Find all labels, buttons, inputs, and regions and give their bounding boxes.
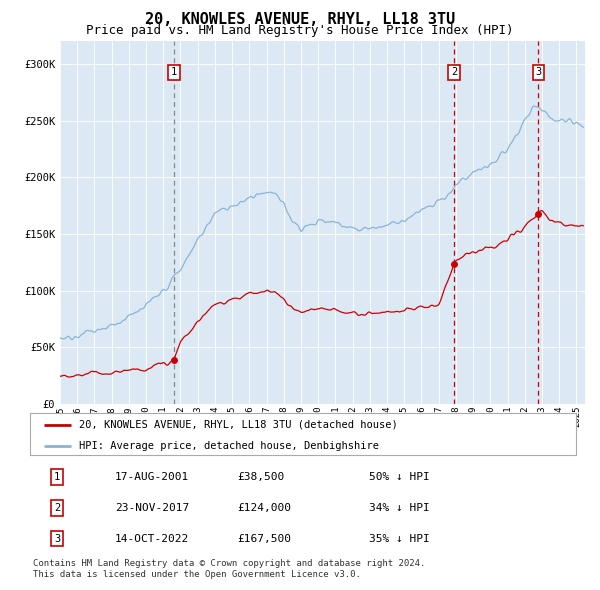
Text: 50% ↓ HPI: 50% ↓ HPI [368,473,429,483]
Text: 1: 1 [171,67,177,77]
Text: £124,000: £124,000 [238,503,292,513]
Text: 20, KNOWLES AVENUE, RHYL, LL18 3TU: 20, KNOWLES AVENUE, RHYL, LL18 3TU [145,12,455,27]
Text: 20, KNOWLES AVENUE, RHYL, LL18 3TU (detached house): 20, KNOWLES AVENUE, RHYL, LL18 3TU (deta… [79,420,398,430]
Text: 34% ↓ HPI: 34% ↓ HPI [368,503,429,513]
Text: 3: 3 [535,67,541,77]
Text: 23-NOV-2017: 23-NOV-2017 [115,503,189,513]
Text: 14-OCT-2022: 14-OCT-2022 [115,533,189,543]
Text: 35% ↓ HPI: 35% ↓ HPI [368,533,429,543]
Text: 17-AUG-2001: 17-AUG-2001 [115,473,189,483]
Text: 2: 2 [54,503,61,513]
Text: Price paid vs. HM Land Registry's House Price Index (HPI): Price paid vs. HM Land Registry's House … [86,24,514,37]
Text: HPI: Average price, detached house, Denbighshire: HPI: Average price, detached house, Denb… [79,441,379,451]
Text: 3: 3 [54,533,61,543]
Text: 2: 2 [451,67,457,77]
Text: £167,500: £167,500 [238,533,292,543]
Text: 1: 1 [54,473,61,483]
Text: £38,500: £38,500 [238,473,285,483]
Text: Contains HM Land Registry data © Crown copyright and database right 2024.
This d: Contains HM Land Registry data © Crown c… [33,559,425,579]
